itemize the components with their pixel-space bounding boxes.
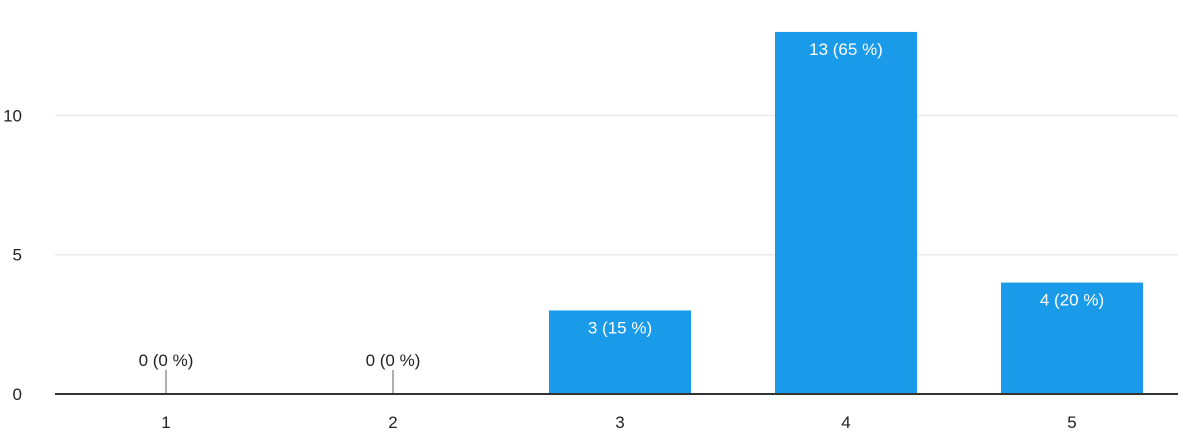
bar bbox=[549, 310, 691, 394]
data-label: 13 (65 %) bbox=[809, 40, 883, 59]
axis-layer: 0 5 10 1 2 3 4 5 bbox=[3, 106, 1178, 432]
label-layer: 0 (0 %) 0 (0 %) 3 (15 %) 13 (65 %) 4 (20 %) bbox=[139, 40, 1105, 370]
y-tick-label: 10 bbox=[3, 106, 22, 125]
bar-layer bbox=[165, 31, 1143, 394]
x-tick-label: 4 bbox=[841, 413, 850, 432]
data-label: 0 (0 %) bbox=[139, 351, 194, 370]
data-label: 4 (20 %) bbox=[1040, 291, 1104, 310]
x-tick-label: 5 bbox=[1067, 413, 1076, 432]
x-tick-label: 3 bbox=[615, 413, 624, 432]
bar bbox=[775, 31, 917, 394]
data-label: 0 (0 %) bbox=[366, 351, 421, 370]
data-label: 3 (15 %) bbox=[588, 318, 652, 337]
x-tick-label: 2 bbox=[388, 413, 397, 432]
x-tick-label: 1 bbox=[161, 413, 170, 432]
y-tick-label: 0 bbox=[13, 385, 22, 404]
bar bbox=[1001, 282, 1143, 394]
grid-layer bbox=[55, 114, 1178, 256]
y-tick-label: 5 bbox=[13, 246, 22, 265]
